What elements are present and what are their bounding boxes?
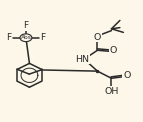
Text: O: O (110, 46, 117, 56)
Text: O: O (94, 33, 101, 42)
Ellipse shape (20, 34, 32, 42)
Text: F: F (7, 33, 12, 42)
Text: O: O (123, 71, 130, 80)
Text: F: F (23, 21, 28, 30)
Text: F: F (40, 33, 45, 42)
Text: HN: HN (75, 55, 89, 64)
Text: OH: OH (104, 87, 119, 96)
Text: Abs: Abs (20, 35, 31, 40)
